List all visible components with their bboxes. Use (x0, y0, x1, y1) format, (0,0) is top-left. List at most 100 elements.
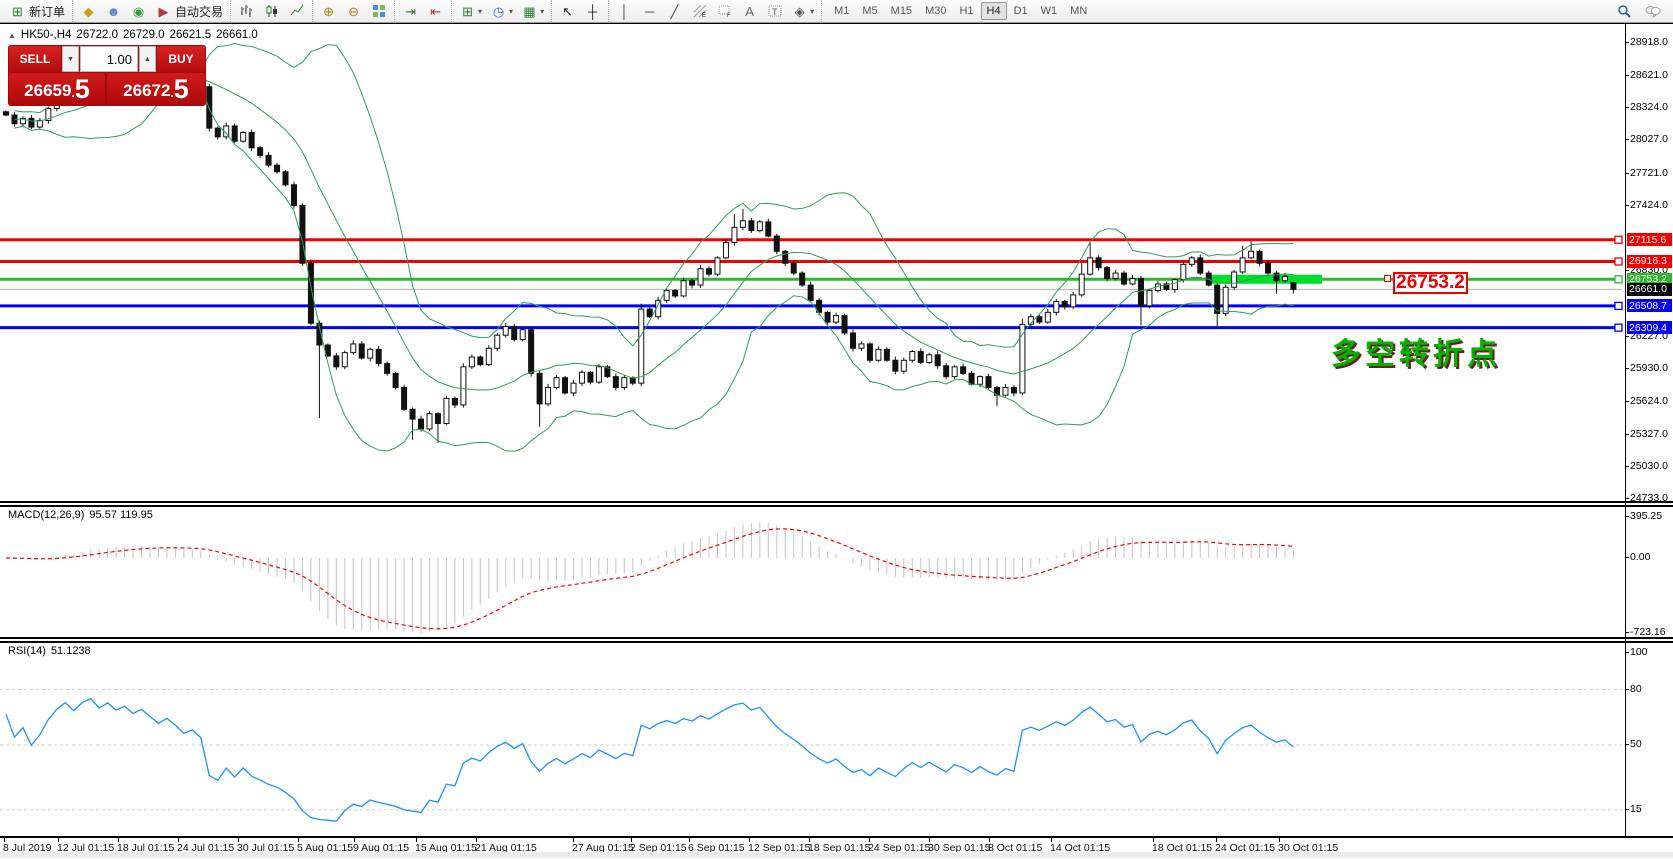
chart-shift-button[interactable]: ⇤ (425, 2, 446, 21)
tf-mn[interactable]: MN (1070, 5, 1088, 17)
date-label: 14 Oct 01:15 (1050, 842, 1111, 854)
search-icon (1615, 3, 1632, 20)
zoom-in-button[interactable]: ⊕ (318, 2, 339, 21)
date-label: 24 Sep 01:15 (868, 842, 931, 854)
tf-m1[interactable]: M1 (834, 5, 850, 17)
profile-button[interactable]: ☻ (103, 2, 124, 21)
trendline-button[interactable]: ╱ (664, 2, 685, 21)
volume-increase-button[interactable]: ▲ (139, 46, 156, 72)
price-tick-label: 28027.0 (1625, 133, 1668, 146)
chevron-down-icon: ▾ (478, 6, 483, 16)
rsi-canvas[interactable] (0, 643, 1625, 836)
cursor-button[interactable]: ↖ (557, 2, 578, 21)
auto-scroll-button[interactable]: ⇥ (400, 2, 421, 21)
fibonacci-button[interactable]: E (689, 2, 710, 21)
rsi-tick-label: 50 (1625, 738, 1642, 750)
date-tick (1279, 838, 1280, 842)
pane-separator[interactable] (0, 501, 1673, 507)
date-tick (869, 838, 870, 842)
zoom-out-button[interactable]: ⊖ (343, 2, 364, 21)
vertical-line-icon: │ (620, 3, 629, 19)
price-tick-label: 28918.0 (1625, 36, 1668, 49)
toolbar-group: ↖ ┼ (551, 0, 608, 22)
cursor-icon: ↖ (562, 3, 574, 19)
pane-separator[interactable] (0, 637, 1673, 643)
tf-m30[interactable]: M30 (925, 5, 947, 17)
date-label: 18 Jul 01:15 (117, 842, 175, 854)
text-button[interactable]: A (739, 2, 760, 21)
collapse-trade-panel-button[interactable]: ▲ (8, 30, 16, 40)
chart-header: ▲ HK50-,H4 26722.0 26729.0 26621.5 26661… (8, 29, 258, 41)
macd-tick-label: 395.25 (1624, 510, 1663, 522)
main-chart-canvas[interactable] (0, 24, 1625, 501)
date-tick (416, 838, 417, 842)
toolbar-group: │ ─ ╱ E F A T ◈ ▾ (608, 0, 821, 22)
price-tick-label: 27424.0 (1625, 199, 1668, 212)
autotrading-button[interactable]: ▶ 自动交易 (153, 2, 225, 21)
sell-button[interactable]: SELL (9, 46, 61, 72)
sell-price-button[interactable]: 26659. 5 (9, 73, 105, 105)
volume-input[interactable] (80, 46, 138, 72)
date-tick (1216, 838, 1217, 842)
date-tick (1051, 838, 1052, 842)
date-tick (4, 838, 5, 842)
date-tick (809, 838, 810, 842)
date-tick (118, 838, 119, 842)
sell-price-frac: 5 (74, 74, 90, 104)
new-order-button[interactable]: ⊞ 新订单 (7, 2, 67, 21)
tf-h1[interactable]: H1 (959, 5, 974, 17)
signal-button[interactable]: ◉ (128, 2, 149, 21)
line-chart-button[interactable] (286, 2, 307, 21)
text-label-button[interactable]: T (764, 2, 785, 21)
tf-m5[interactable]: M5 (862, 5, 878, 17)
date-label: 12 Sep 01:15 (748, 842, 811, 854)
date-tick (631, 838, 632, 842)
chat-icon (1644, 3, 1661, 20)
date-label: 21 Aug 01:15 (475, 842, 537, 854)
callout-anchor-square (1384, 275, 1391, 282)
price-tick-label: 28621.0 (1625, 68, 1668, 81)
one-click-trade-panel: SELL ▼ ▲ BUY 26659.5 26672.5 (8, 45, 206, 106)
horizontal-line-button[interactable]: ─ (639, 2, 660, 21)
window-bottom-strip (0, 852, 1673, 858)
tile-windows-button[interactable] (368, 2, 389, 21)
volume-decrease-button[interactable]: ▼ (62, 46, 79, 72)
grid-button[interactable]: F (714, 2, 735, 21)
buy-price-dot: . (170, 86, 174, 100)
vertical-line-button[interactable]: │ (614, 2, 635, 21)
tf-h4[interactable]: H4 (980, 2, 1007, 20)
tf-w1[interactable]: W1 (1040, 5, 1058, 17)
buy-price-frac: 5 (173, 74, 189, 104)
chart-shift-icon: ⇤ (430, 3, 441, 19)
price-callout[interactable]: 26753.2 (1393, 272, 1468, 294)
macd-label: MACD(12,26,9) 95.57 119.95 (8, 509, 153, 521)
candlestick-chart-button[interactable] (261, 2, 282, 21)
date-tick (354, 838, 355, 842)
macd-canvas[interactable] (0, 507, 1625, 637)
profile-icon: ☻ (106, 3, 121, 19)
search-button[interactable] (1613, 2, 1634, 21)
horizontal-line-icon: ─ (644, 3, 655, 19)
tf-d1[interactable]: D1 (1013, 5, 1028, 17)
market-watch-button[interactable]: ◆ (78, 2, 99, 21)
date-label: 30 Oct 01:15 (1278, 842, 1339, 854)
auto-scroll-icon: ⇥ (405, 3, 416, 19)
bar-chart-button[interactable] (236, 2, 257, 21)
hline-price-label: 26661.0 (1627, 282, 1672, 296)
zoom-out-icon: ⊖ (348, 3, 359, 19)
annotation-text[interactable]: 多空转折点 (1331, 338, 1501, 371)
indicators-button[interactable]: ⊞ ▾ (457, 2, 484, 21)
buy-price-button[interactable]: 26672. 5 (107, 73, 205, 105)
tf-m15[interactable]: M15 (890, 5, 913, 17)
templates-button[interactable]: ▦ ▾ (519, 2, 546, 21)
chat-button[interactable] (1642, 2, 1663, 21)
buy-price-main: 26672 (123, 81, 171, 100)
hline-price-label: 26753.2 (1627, 272, 1672, 286)
svg-text:E: E (702, 13, 706, 18)
buy-button[interactable]: BUY (157, 46, 205, 72)
crosshair-button[interactable]: ┼ (582, 2, 603, 21)
rsi-tick-label: 100 (1625, 645, 1648, 658)
shapes-button[interactable]: ◈ ▾ (789, 2, 816, 21)
date-label: 8 Jul 2019 (3, 842, 52, 854)
periods-button[interactable]: ◷ ▾ (488, 2, 515, 21)
